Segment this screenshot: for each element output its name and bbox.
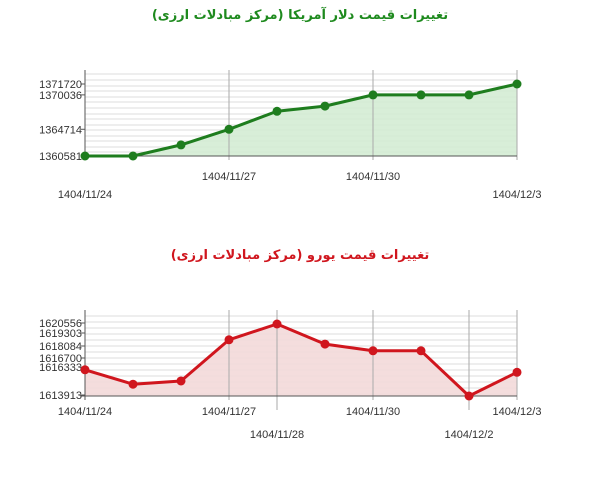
usd-chart-title: تغییرات قیمت دلار آمریکا (مرکز مبادلات ا… (151, 8, 449, 23)
eur-price-chart: تغییرات قیمت یورو (مرکز مبادلات ارزی) 16… (0, 240, 600, 480)
y-tick-label: 1618084 (39, 341, 82, 353)
y-tick-label: 1616333 (39, 362, 82, 374)
data-point (512, 367, 522, 377)
data-point (176, 140, 186, 150)
data-point (176, 376, 186, 386)
data-point (128, 151, 138, 161)
eur-area-fill (85, 324, 517, 396)
x-tick-label-lower: 1404/12/2 (445, 429, 494, 441)
data-point (224, 335, 234, 345)
data-point (80, 365, 90, 375)
data-point (368, 346, 378, 356)
x-tick-label: 1404/11/24 (58, 406, 112, 418)
y-tick-label: 1360581 (39, 151, 82, 163)
y-tick-label: 1619303 (39, 328, 82, 340)
y-tick-label: 1370036 (39, 90, 82, 102)
x-tick-label: 1404/12/3 (493, 406, 542, 418)
data-point (512, 79, 522, 89)
data-point (128, 379, 138, 389)
data-point (320, 339, 330, 349)
usd-price-chart: تغییرات قیمت دلار آمریکا (مرکز مبادلات ا… (39, 8, 542, 201)
x-tick-label: 1404/12/3 (493, 189, 542, 201)
data-point (416, 90, 426, 100)
data-point (224, 124, 234, 134)
data-point (320, 101, 330, 111)
data-point (416, 346, 426, 356)
usd-series-line (85, 82, 518, 158)
x-tick-label-lower: 1404/11/28 (250, 429, 304, 441)
usd-area-fill (85, 84, 517, 156)
x-tick-label: 1404/11/30 (346, 406, 400, 418)
data-point (272, 106, 282, 116)
y-tick-label: 1620556 (39, 318, 82, 330)
x-tick-label: 1404/11/27 (202, 406, 256, 418)
data-point (464, 391, 474, 401)
data-point (368, 90, 378, 100)
eur-chart-title: تغییرات قیمت یورو (مرکز مبادلات ارزی) (170, 248, 430, 263)
y-tick-label: 1616700 (39, 353, 82, 365)
y-tick-label: 1364714 (39, 124, 82, 136)
x-tick-label: 1404/11/24 (58, 189, 112, 201)
y-tick-label: 1371720 (39, 79, 82, 91)
data-point (272, 319, 282, 329)
x-tick-label: 1404/11/30 (346, 171, 400, 183)
data-point (464, 90, 474, 100)
data-point (80, 151, 90, 161)
eur-series-line (84, 322, 518, 398)
x-tick-label: 1404/11/27 (202, 171, 256, 183)
y-tick-label: 1613913 (39, 390, 82, 402)
